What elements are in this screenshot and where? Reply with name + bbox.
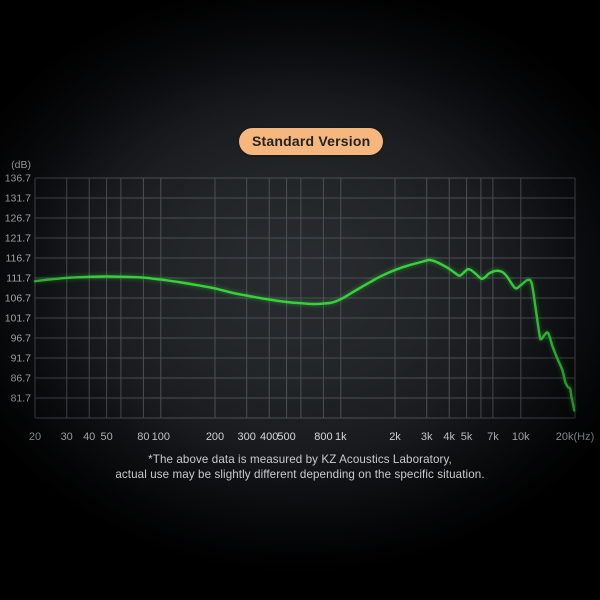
- x-tick-label: 300: [238, 431, 256, 443]
- y-tick-label: 136.7: [5, 173, 31, 185]
- x-tick-label: 50: [100, 431, 112, 443]
- y-tick-label: 106.7: [5, 293, 31, 305]
- x-tick-label: 10k: [512, 431, 530, 443]
- footnote: *The above data is measured by KZ Acoust…: [0, 452, 600, 482]
- x-tick-label: 40: [83, 431, 95, 443]
- x-tick-label: 7k: [487, 431, 499, 443]
- y-tick-label: 111.7: [6, 273, 31, 285]
- badge-label: Standard Version: [252, 133, 371, 149]
- x-tick-label: 20: [29, 431, 41, 443]
- y-tick-label: 101.7: [5, 313, 31, 325]
- x-tick-label: 200: [206, 431, 224, 443]
- x-tick-label: 5k: [461, 431, 473, 443]
- x-tick-label: 400: [260, 431, 278, 443]
- x-tick-label: 1k: [335, 431, 347, 443]
- standard-version-badge: Standard Version: [239, 128, 384, 155]
- x-tick-label: 4k: [443, 431, 455, 443]
- x-tick-label: 100: [152, 431, 170, 443]
- y-tick-label: 81.7: [11, 393, 32, 405]
- x-tick-label: 20k(Hz): [556, 431, 595, 443]
- y-tick-label: 91.7: [11, 353, 32, 365]
- footnote-line-1: *The above data is measured by KZ Acoust…: [148, 453, 452, 466]
- y-tick-label: 86.7: [11, 373, 32, 385]
- y-tick-label: 126.7: [5, 213, 31, 225]
- x-tick-label: 800: [314, 431, 332, 443]
- x-tick-label: 3k: [421, 431, 433, 443]
- y-tick-label: 121.7: [5, 233, 31, 245]
- footnote-line-2: actual use may be slightly different dep…: [115, 468, 485, 481]
- x-tick-label: 30: [61, 431, 73, 443]
- x-tick-label: 2k: [389, 431, 401, 443]
- y-tick-label: 131.7: [5, 193, 31, 205]
- x-tick-label: 500: [277, 431, 295, 443]
- y-tick-label: 96.7: [11, 333, 32, 345]
- y-tick-label: 116.7: [6, 253, 32, 265]
- x-tick-label: 80: [137, 431, 149, 443]
- y-axis-unit-label: (dB): [11, 159, 31, 171]
